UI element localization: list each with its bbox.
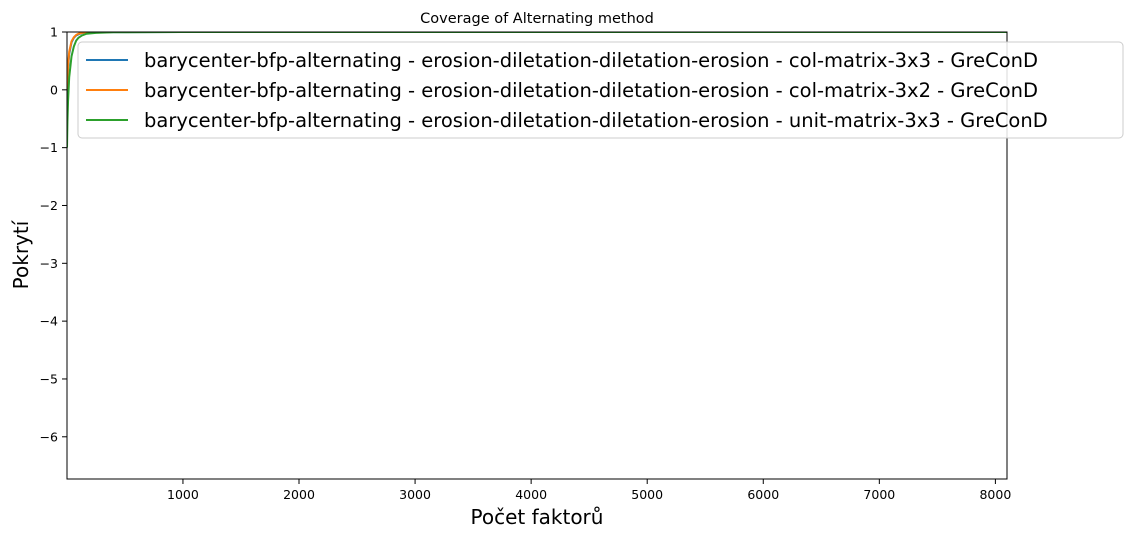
y-tick-label: −3 xyxy=(40,256,58,271)
x-tick-label: 4000 xyxy=(515,487,547,502)
y-tick-label: 1 xyxy=(50,25,58,40)
y-tick-label: −6 xyxy=(40,429,58,444)
legend-label: barycenter-bfp-alternating - erosion-dil… xyxy=(144,79,1038,102)
y-tick-label: −2 xyxy=(40,198,58,213)
y-tick-label: −5 xyxy=(40,371,58,386)
x-tick-label: 6000 xyxy=(747,487,779,502)
y-tick-label: 0 xyxy=(50,82,58,97)
y-tick-label: −1 xyxy=(40,140,58,155)
x-tick-label: 2000 xyxy=(283,487,315,502)
chart-title: Coverage of Alternating method xyxy=(420,11,654,27)
legend-label: barycenter-bfp-alternating - erosion-dil… xyxy=(144,109,1048,132)
x-axis-label: Počet faktorů xyxy=(471,505,604,529)
x-tick-label: 3000 xyxy=(399,487,431,502)
x-axis: 1000 2000 3000 4000 5000 6000 7000 8000 xyxy=(167,479,1011,502)
y-axis-label: Pokrytí xyxy=(9,219,33,289)
legend-box xyxy=(77,41,1124,139)
plot-area xyxy=(66,31,1008,480)
y-axis: 1 0 −1 −2 −3 −4 −5 −6 xyxy=(40,25,67,444)
x-tick-label: 8000 xyxy=(979,487,1011,502)
x-tick-label: 1000 xyxy=(167,487,199,502)
plot-frame xyxy=(66,31,1008,480)
x-tick-label: 5000 xyxy=(631,487,663,502)
y-tick-label: −4 xyxy=(40,314,58,329)
series-line-3 xyxy=(67,32,1007,148)
legend: barycenter-bfp-alternating - erosion-dil… xyxy=(77,41,1124,139)
legend-label: barycenter-bfp-alternating - erosion-dil… xyxy=(144,49,1038,72)
series-line-2 xyxy=(67,32,1007,96)
x-tick-label: 7000 xyxy=(863,487,895,502)
